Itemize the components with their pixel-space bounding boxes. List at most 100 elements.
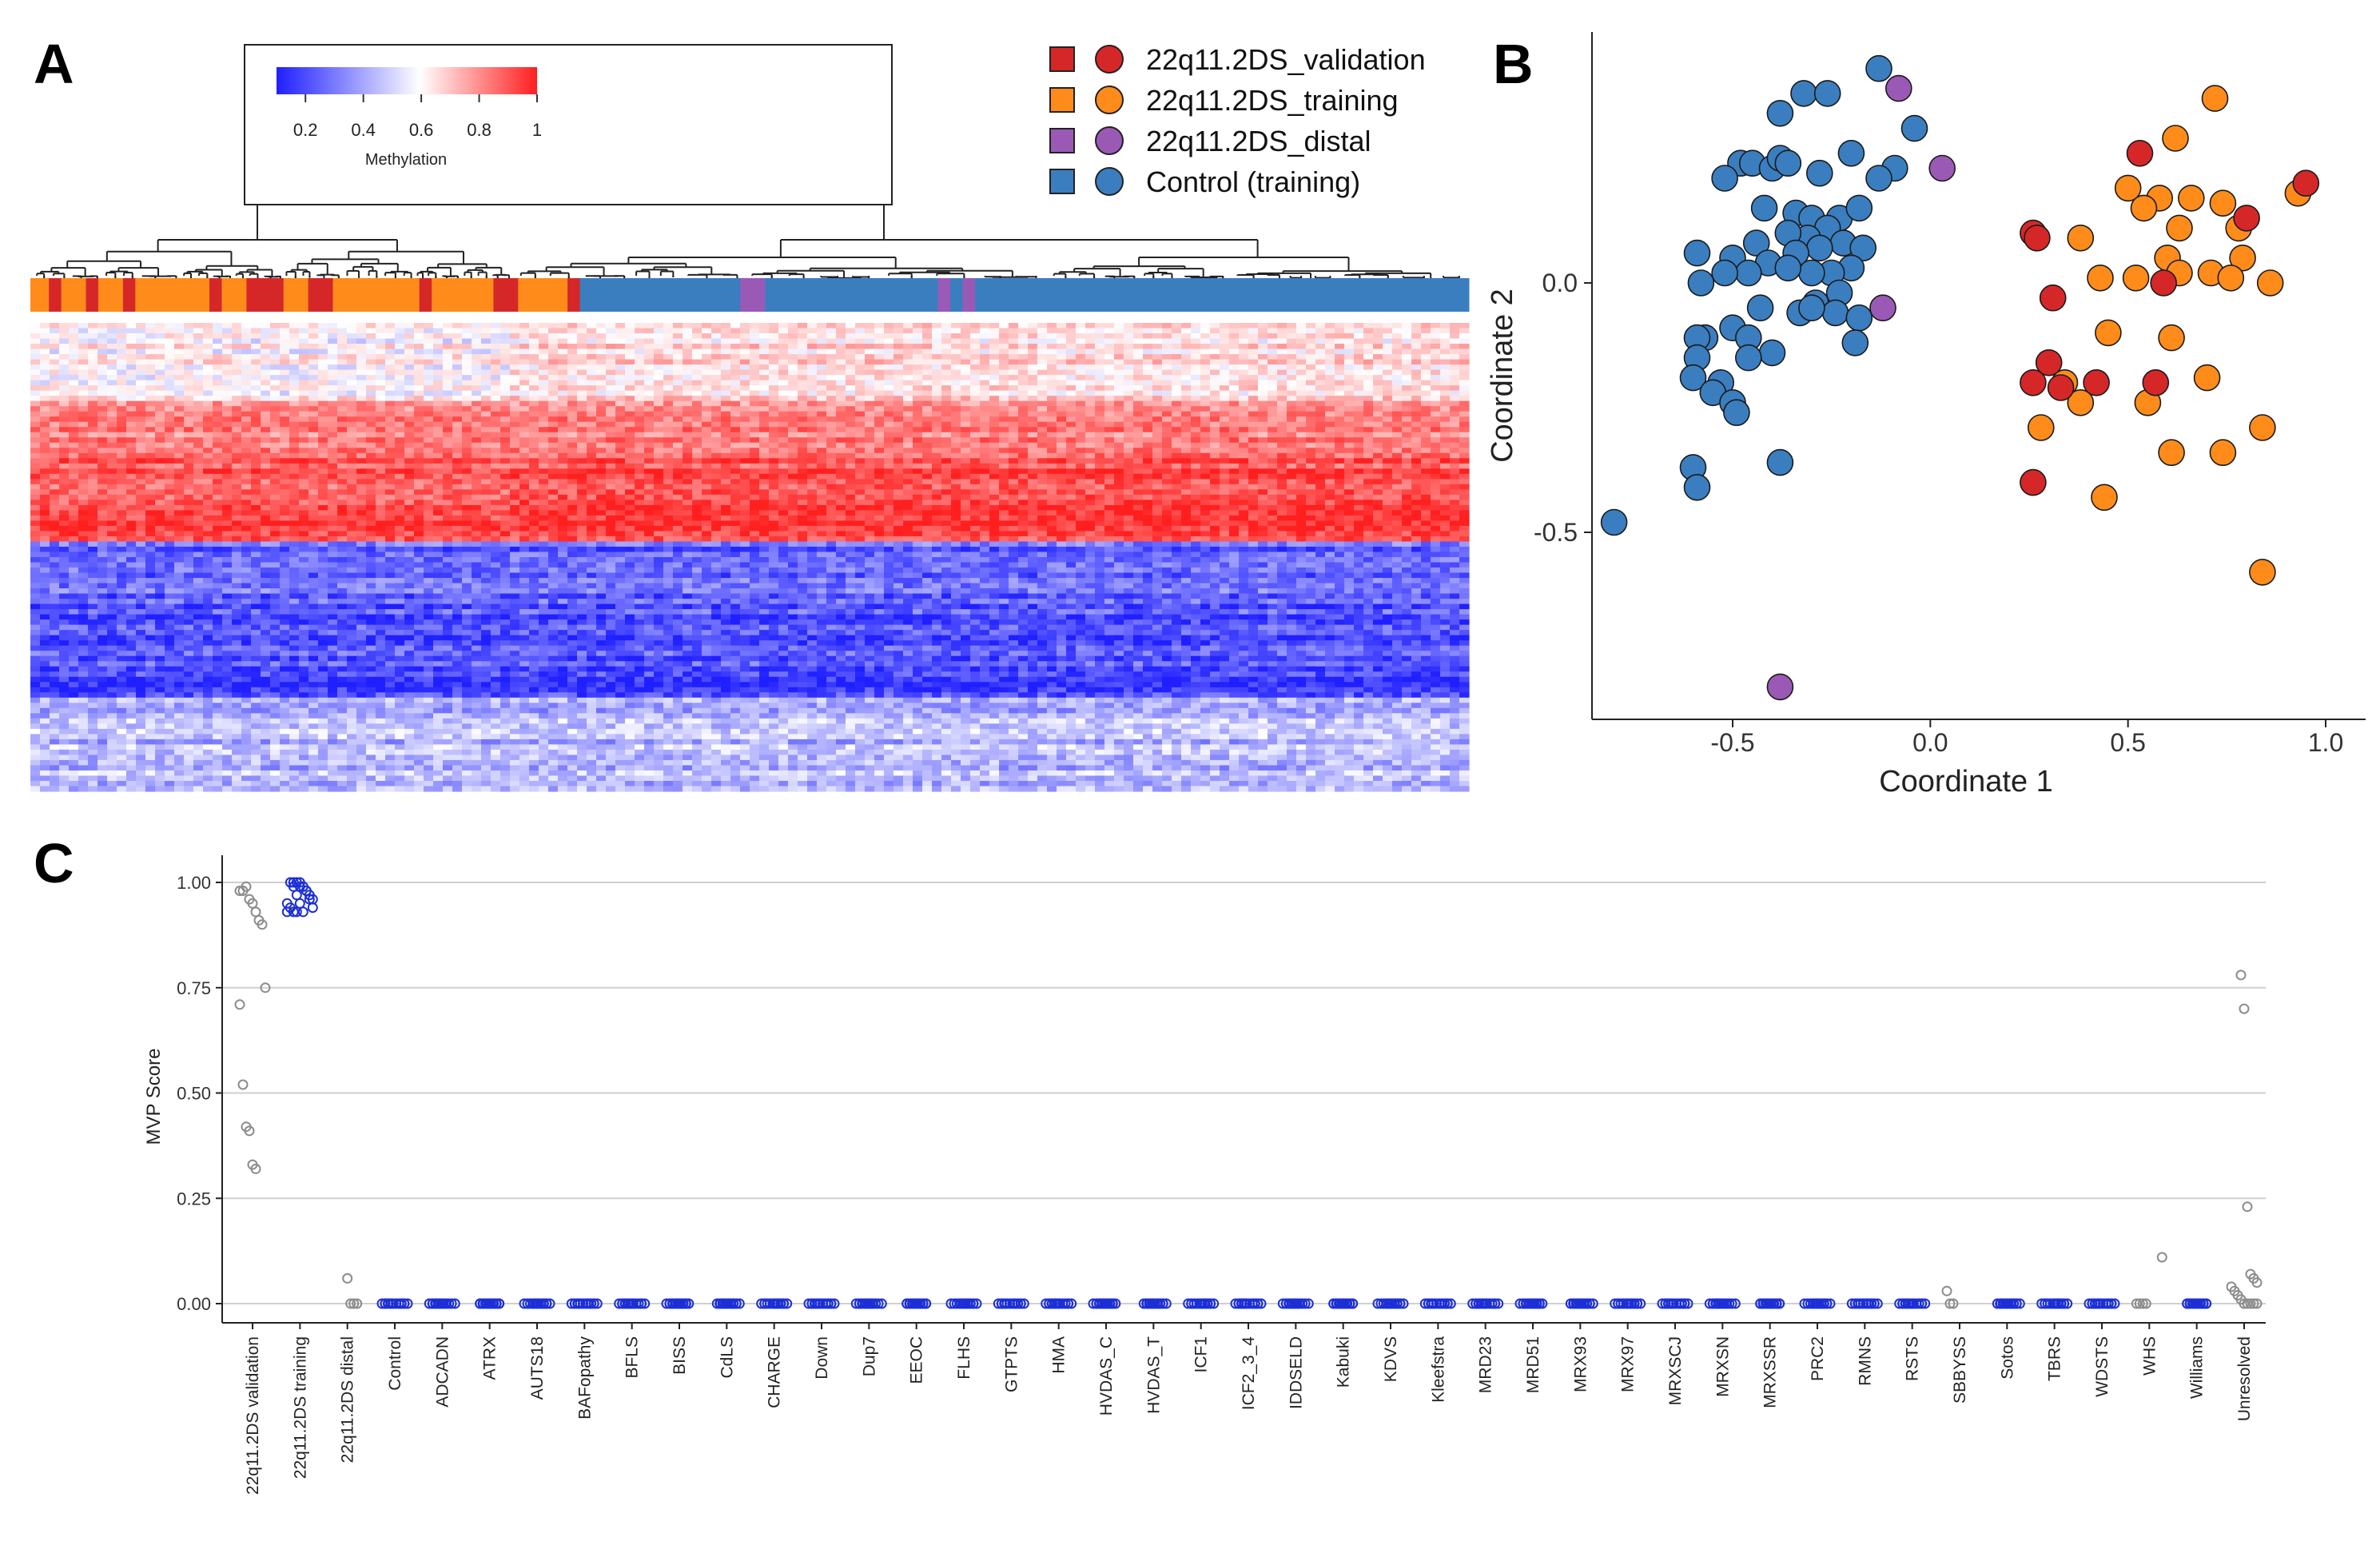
heatmap-cell (1239, 427, 1249, 433)
heatmap-cell (874, 448, 885, 454)
heatmap-cell (117, 421, 127, 428)
heatmap-cell (1037, 421, 1048, 428)
heatmap-cell (107, 359, 117, 365)
heatmap-cell (615, 380, 626, 386)
heatmap-cell (1210, 390, 1220, 396)
heatmap-cell (855, 369, 866, 376)
heatmap-cell (587, 468, 597, 475)
heatmap-cell (913, 333, 923, 340)
heatmap-cell (1191, 411, 1201, 417)
heatmap-cell (884, 432, 894, 438)
heatmap-cell (932, 323, 942, 329)
heatmap-cell (1200, 400, 1211, 407)
heatmap-cell (433, 380, 444, 386)
heatmap-cell (232, 442, 242, 448)
heatmap-cell (1220, 411, 1230, 417)
heatmap-cell (1143, 396, 1153, 402)
heatmap-cell (1325, 375, 1335, 381)
heatmap-cell (1421, 354, 1431, 360)
heatmap-cell (769, 452, 779, 459)
heatmap-cell (817, 364, 827, 371)
heatmap-cell (1296, 323, 1307, 329)
heatmap-cell (1402, 416, 1412, 423)
heatmap-cell (69, 390, 79, 396)
heatmap-cell (347, 442, 357, 448)
heatmap-cell (318, 390, 328, 396)
heatmap-cell (126, 328, 137, 334)
heatmap-cell (50, 338, 60, 344)
heatmap-cell (1191, 354, 1201, 360)
heatmap-cell (519, 406, 530, 412)
heatmap-cell (1373, 369, 1383, 376)
heatmap-cell (692, 463, 702, 469)
heatmap-cell (1210, 437, 1220, 444)
heatmap-cell (356, 359, 367, 365)
heatmap-cell (951, 323, 961, 329)
heatmap-cell (606, 448, 616, 454)
heatmap-cell (1335, 448, 1345, 454)
heatmap-cell (1220, 323, 1230, 329)
heatmap-cell (539, 338, 549, 344)
heatmap-cell (989, 452, 1000, 459)
heatmap-cell (1200, 452, 1211, 459)
heatmap-cell (337, 442, 348, 448)
heatmap-cell (1018, 333, 1029, 340)
heatmap-cell (366, 380, 376, 386)
heatmap-cell (596, 333, 607, 340)
heatmap-cell (222, 448, 233, 454)
heatmap-cell (798, 442, 808, 448)
heatmap-cell (1335, 338, 1345, 344)
heatmap-cell (222, 421, 233, 428)
heatmap-cell (606, 463, 616, 469)
heatmap-cell (721, 473, 731, 480)
heatmap-cell (558, 452, 568, 459)
heatmap-cell (1210, 448, 1220, 454)
heatmap-cell (1315, 396, 1326, 402)
heatmap-cell (1431, 344, 1441, 350)
heatmap-cell (635, 323, 645, 329)
heatmap-cell (846, 442, 856, 448)
heatmap-cell (807, 380, 818, 386)
heatmap-cell (1210, 416, 1220, 423)
heatmap-cell (606, 411, 616, 417)
heatmap-cell (337, 411, 348, 417)
heatmap-cell (692, 375, 702, 381)
heatmap-cell (558, 411, 568, 417)
heatmap-cell (69, 328, 79, 334)
heatmap-cell (280, 390, 290, 396)
heatmap-cell (1152, 328, 1163, 334)
heatmap-cell (1344, 463, 1355, 469)
heatmap-cell (567, 348, 578, 355)
heatmap-cell (395, 333, 405, 340)
heatmap-cell (999, 406, 1009, 412)
heatmap-cell (1172, 452, 1182, 459)
heatmap-cell (1162, 468, 1172, 475)
heatmap-cell (1421, 338, 1431, 344)
heatmap-cell (1200, 442, 1211, 448)
heatmap-cell (1028, 338, 1038, 344)
heatmap-cell (683, 344, 693, 350)
heatmap-cell (970, 364, 981, 371)
heatmap-cell (414, 411, 424, 417)
heatmap-cell (117, 442, 127, 448)
heatmap-cell (1220, 442, 1230, 448)
heatmap-cell (587, 473, 597, 480)
heatmap-cell (270, 452, 281, 459)
heatmap-cell (1162, 348, 1172, 355)
heatmap-cell (1440, 463, 1451, 469)
heatmap-cell (903, 452, 913, 459)
heatmap-cell (1383, 421, 1393, 428)
heatmap-cell (376, 458, 386, 464)
heatmap-cell (107, 416, 117, 423)
heatmap-cell (1028, 411, 1038, 417)
heatmap-cell (184, 385, 194, 392)
heatmap-cell (769, 385, 779, 392)
heatmap-cell (510, 448, 520, 454)
heatmap-cell (798, 348, 808, 355)
heatmap-cell (922, 458, 933, 464)
heatmap-cell (644, 442, 655, 448)
heatmap-cell (817, 473, 827, 480)
heatmap-cell (836, 385, 846, 392)
heatmap-cell (203, 375, 213, 381)
heatmap-cell (472, 354, 482, 360)
